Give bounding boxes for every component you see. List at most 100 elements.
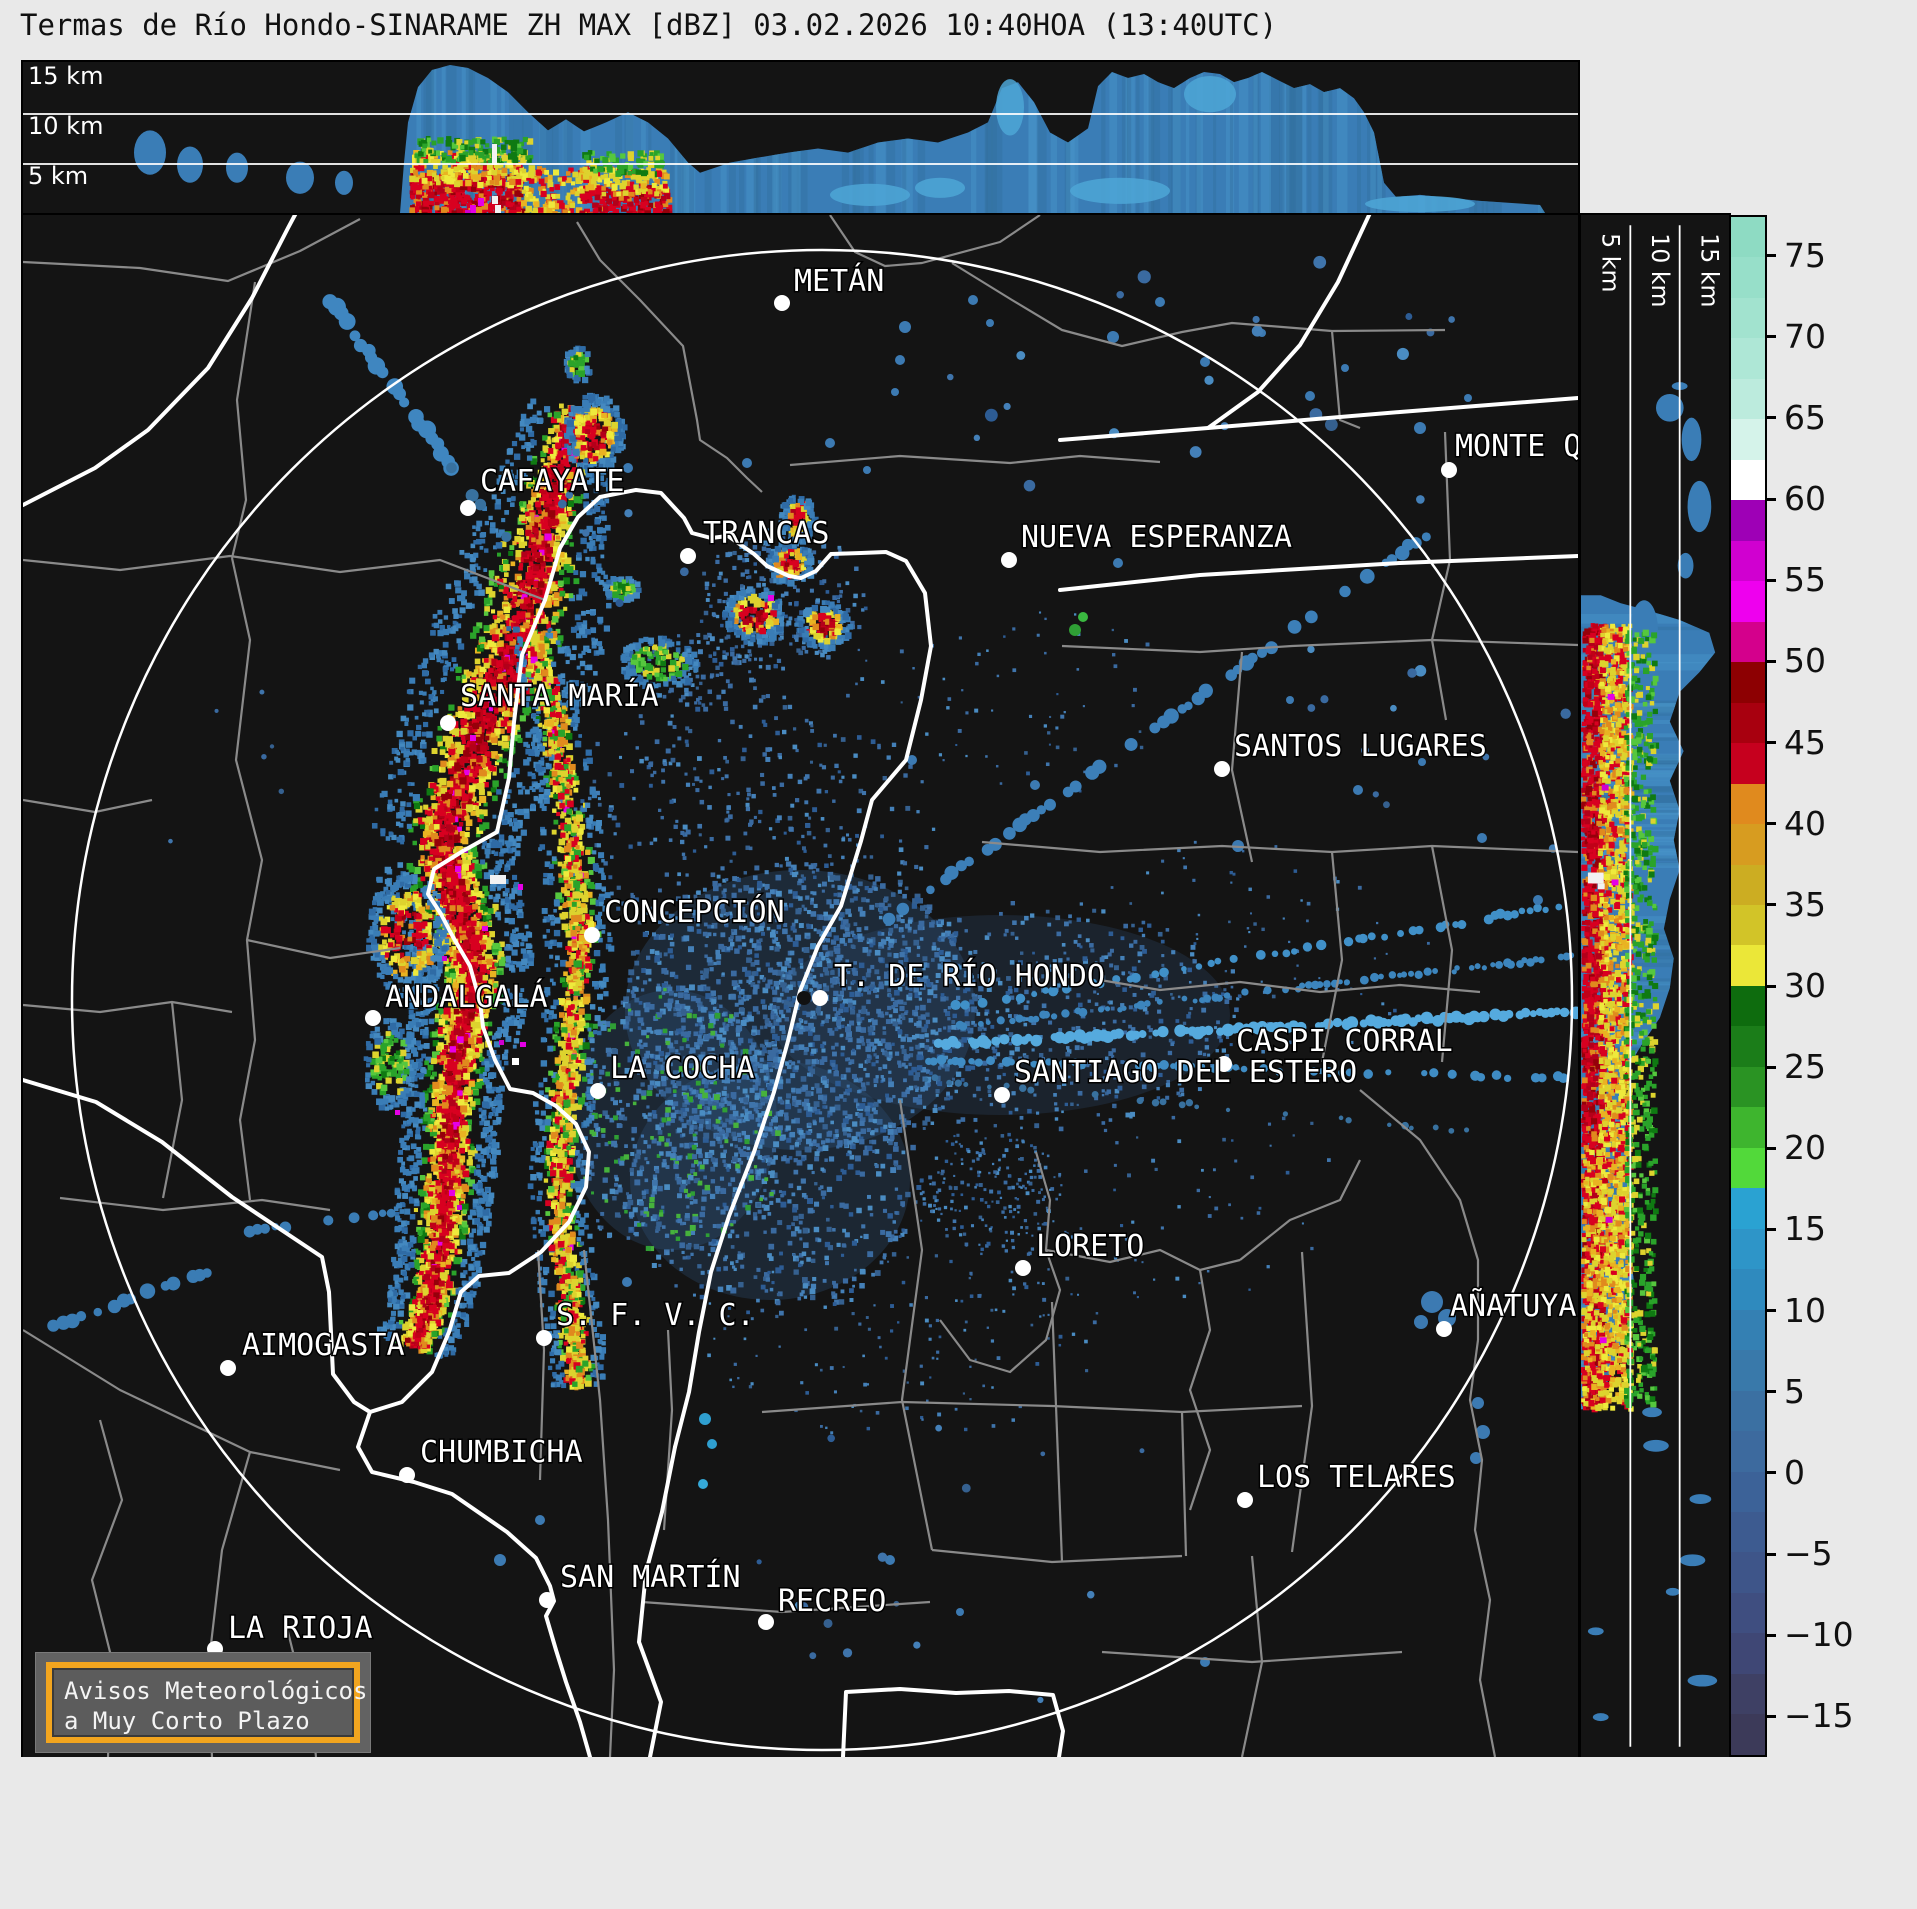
colorbar-tick-label: 50: [1784, 641, 1826, 681]
right-altitude-label: 15 km: [1695, 233, 1723, 307]
colorbar-tick: [1767, 497, 1776, 501]
city-label: SANTOS LUGARES: [1234, 729, 1487, 764]
colorbar-tick: [1767, 1552, 1776, 1556]
city-label: TRANCAS: [703, 516, 829, 551]
colorbar-tick: [1767, 335, 1776, 339]
colorbar-tick: [1767, 578, 1776, 582]
city-dot: [584, 927, 600, 943]
city-dot: [220, 1360, 236, 1376]
colorbar-band: [1731, 1673, 1765, 1715]
top-hail-sliver: [492, 144, 497, 165]
colorbar-tick-label: 15: [1784, 1209, 1826, 1249]
colorbar-band: [1731, 1431, 1765, 1472]
colorbar-tick: [1767, 984, 1776, 988]
colorbar-band: [1731, 1471, 1765, 1512]
colorbar-band: [1731, 945, 1765, 986]
city-dot: [440, 715, 456, 731]
city-dot: [774, 295, 790, 311]
colorbar-tick: [1767, 659, 1776, 663]
city-label: CASPI CORRAL: [1236, 1024, 1453, 1059]
city-label: RECREO: [778, 1584, 886, 1619]
city-label: LA RIOJA: [228, 1611, 373, 1646]
footer: Servicio Meteorológico Nacional Argentin…: [0, 1757, 1917, 1909]
city-dot: [1015, 1260, 1031, 1276]
colorbar-band: [1731, 1350, 1765, 1391]
top-altitude-label: 10 km: [28, 112, 103, 140]
colorbar-band: [1731, 1592, 1765, 1634]
city-dot: [812, 990, 828, 1006]
warning-line-1: Avisos Meteorológicos: [64, 1677, 368, 1705]
dbz-colorbar: [1729, 215, 1767, 1757]
colorbar-tick: [1767, 1390, 1776, 1394]
colorbar-band: [1731, 702, 1765, 744]
city-label: LORETO: [1036, 1229, 1144, 1264]
city-label: S. F. V. C.: [556, 1298, 755, 1333]
colorbar-band: [1731, 1309, 1765, 1351]
colorbar-band: [1731, 1107, 1765, 1148]
colorbar-band: [1731, 540, 1765, 582]
colorbar-tick-label: 30: [1784, 966, 1826, 1005]
top-altitude-label: 5 km: [28, 162, 88, 190]
colorbar-tick-label: 35: [1784, 884, 1826, 924]
colorbar-tick: [1767, 416, 1776, 420]
province-boundaries: [23, 215, 1578, 1757]
colorbar-band: [1731, 783, 1765, 825]
page-title: Termas de Río Hondo-SINARAME ZH MAX [dBZ…: [20, 8, 1278, 42]
colorbar-band: [1731, 985, 1765, 1027]
colorbar-band: [1731, 1512, 1765, 1553]
colorbar-tick-label: 25: [1784, 1047, 1826, 1087]
city-dot: [536, 1330, 552, 1346]
colorbar-tick-label: 55: [1784, 560, 1826, 600]
city-dot: [994, 1087, 1010, 1103]
colorbar-band: [1731, 1552, 1765, 1593]
city-label: SANTIAGO DEL ESTERO: [1014, 1055, 1357, 1090]
colorbar-band: [1731, 338, 1765, 379]
city-label: NUEVA ESPERANZA: [1021, 520, 1292, 555]
colorbar-tick: [1767, 254, 1776, 258]
city-dot: [1441, 462, 1457, 478]
warning-box[interactable]: Avisos Meteorológicos a Muy Corto Plazo: [35, 1652, 371, 1753]
colorbar-tick-label: 65: [1784, 397, 1826, 437]
colorbar-band: [1731, 459, 1765, 501]
colorbar-band: [1731, 1633, 1765, 1674]
colorbar-band: [1731, 1269, 1765, 1310]
city-label: AÑATUYA: [1450, 1288, 1576, 1324]
city-dot: [1237, 1492, 1253, 1508]
colorbar-tick-label: 20: [1784, 1128, 1826, 1168]
colorbar-tick-label: −15: [1784, 1696, 1854, 1736]
radar-map: METÁN MONTE Q CAFAYATE TRANCAS NUEVA ESPERAN…: [21, 213, 1580, 1759]
city-label: CHUMBICHA: [420, 1435, 583, 1470]
colorbar-band: [1731, 864, 1765, 905]
colorbar-tick-label: 40: [1784, 803, 1826, 843]
top-echo-mass: [400, 64, 1545, 213]
city-label: CONCEPCIÓN: [604, 893, 785, 930]
colorbar-band: [1731, 378, 1765, 420]
city-label: ANDALGALÁ: [385, 979, 548, 1015]
right-altitude-label: 10 km: [1646, 233, 1674, 307]
warning-line-2: a Muy Corto Plazo: [64, 1707, 310, 1735]
colorbar-band: [1731, 1714, 1765, 1755]
city-label: CAFAYATE: [480, 464, 625, 499]
colorbar-tick: [1767, 1633, 1776, 1637]
colorbar-tick-label: 0: [1784, 1452, 1805, 1492]
colorbar-tick-label: 60: [1784, 479, 1826, 519]
colorbar-band: [1731, 419, 1765, 460]
city-dot: [1214, 761, 1230, 777]
city-label: LOS TELARES: [1257, 1460, 1456, 1495]
right-cross-section-panel: 5 km 10 km 15 km: [1579, 213, 1731, 1759]
colorbar-band: [1731, 500, 1765, 541]
right-hail-blob: [1587, 872, 1604, 884]
colorbar-tick-label: 10: [1784, 1290, 1826, 1330]
city-label: MONTE Q: [1455, 429, 1580, 464]
colorbar-tick-label: −10: [1784, 1615, 1854, 1655]
right-altitude-label: 5 km: [1597, 233, 1625, 292]
city-label: AIMOGASTA: [242, 1328, 405, 1363]
colorbar-band: [1731, 824, 1765, 865]
colorbar-band: [1731, 1188, 1765, 1229]
colorbar-band: [1731, 1026, 1765, 1067]
city-dot: [1436, 1321, 1452, 1337]
city-dot: [539, 1592, 555, 1608]
colorbar-tick: [1767, 1471, 1776, 1475]
radar-site-dot: [797, 991, 811, 1005]
